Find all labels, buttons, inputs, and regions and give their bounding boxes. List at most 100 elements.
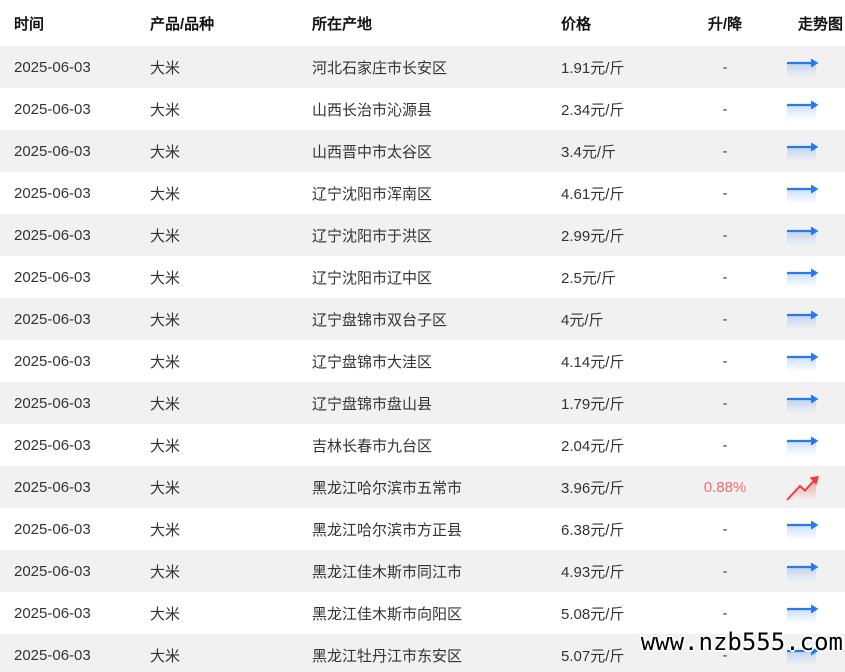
cell-change: - [722,58,728,76]
cell-price: 2.99元/斤 [561,227,625,245]
cell-price: 3.4元/斤 [561,143,617,161]
trend-flat-arrow-icon [786,184,818,204]
cell-origin: 黑龙江佳木斯市同江市 [312,563,463,581]
col-header-origin: 所在产地 [312,15,373,33]
trend-chart-link[interactable] [786,181,820,205]
table-row: 2025-06-03 大米 黑龙江哈尔滨市方正县 6.38元/斤 - [0,508,845,550]
cell-price: 4.93元/斤 [561,563,625,581]
cell-change: - [722,352,728,370]
trend-chart-link[interactable] [786,601,820,625]
cell-change: - [722,604,728,622]
cell-change: - [722,394,728,412]
cell-price: 2.5元/斤 [561,269,617,287]
cell-product: 大米 [150,605,181,623]
table-row: 2025-06-03 大米 黑龙江哈尔滨市五常市 3.96元/斤 0.88% [0,466,845,508]
cell-trend [760,517,845,541]
cell-time: 2025-06-03 [14,562,91,580]
col-header-price: 价格 [561,15,592,33]
cell-trend [760,265,845,289]
trend-chart-link[interactable] [786,391,820,415]
cell-trend [760,349,845,373]
trend-flat-arrow-icon [786,100,818,120]
cell-change: 0.88% [703,478,747,496]
cell-product: 大米 [150,479,181,497]
trend-chart-link[interactable] [786,139,820,163]
cell-price: 2.34元/斤 [561,101,625,119]
table-row: 2025-06-03 大米 河北石家庄市长安区 1.91元/斤 - [0,46,845,88]
col-header-trend: 走势图 [797,15,843,33]
cell-origin: 辽宁沈阳市于洪区 [312,227,433,245]
table-row: 2025-06-03 大米 吉林长春市九台区 2.04元/斤 - [0,424,845,466]
cell-change: - [722,562,728,580]
cell-time: 2025-06-03 [14,142,91,160]
trend-chart-link[interactable] [786,55,820,79]
cell-time: 2025-06-03 [14,184,91,202]
trend-flat-arrow-icon [786,352,818,372]
trend-chart-link[interactable] [786,223,820,247]
cell-origin: 河北石家庄市长安区 [312,59,448,77]
trend-chart-link[interactable] [786,97,820,121]
trend-flat-arrow-icon [786,58,818,78]
cell-price: 3.96元/斤 [561,479,625,497]
cell-product: 大米 [150,437,181,455]
cell-trend [760,559,845,583]
cell-time: 2025-06-03 [14,268,91,286]
cell-trend [760,391,845,415]
table-row: 2025-06-03 大米 山西晋中市太谷区 3.4元/斤 - [0,130,845,172]
cell-time: 2025-06-03 [14,100,91,118]
trend-chart-link[interactable] [786,349,820,373]
trend-flat-arrow-icon [786,562,818,582]
cell-origin: 辽宁盘锦市双台子区 [312,311,448,329]
cell-price: 1.79元/斤 [561,395,625,413]
table-row: 2025-06-03 大米 辽宁沈阳市于洪区 2.99元/斤 - [0,214,845,256]
cell-trend [760,307,845,331]
cell-price: 4元/斤 [561,311,604,329]
trend-chart-link[interactable] [786,307,820,331]
trend-chart-link[interactable] [785,474,820,501]
cell-change: - [722,100,728,118]
trend-flat-arrow-icon [786,436,818,456]
cell-price: 2.04元/斤 [561,437,625,455]
cell-trend [760,474,845,501]
cell-change: - [722,226,728,244]
trend-chart-link[interactable] [786,433,820,457]
trend-flat-arrow-icon [786,142,818,162]
cell-origin: 辽宁盘锦市盘山县 [312,395,433,413]
trend-flat-arrow-icon [786,394,818,414]
cell-product: 大米 [150,143,181,161]
cell-price: 4.61元/斤 [561,185,625,203]
cell-product: 大米 [150,311,181,329]
trend-chart-link[interactable] [786,643,820,667]
cell-trend [760,55,845,79]
table-row: 2025-06-03 大米 辽宁盘锦市盘山县 1.79元/斤 - [0,382,845,424]
table-row: 2025-06-03 大米 黑龙江牡丹江市东安区 5.07元/斤 - [0,634,845,672]
cell-trend [760,433,845,457]
trend-flat-arrow-icon [786,268,818,288]
table-row: 2025-06-03 大米 辽宁沈阳市浑南区 4.61元/斤 - [0,172,845,214]
cell-time: 2025-06-03 [14,226,91,244]
trend-chart-link[interactable] [786,559,820,583]
table-body: 2025-06-03 大米 河北石家庄市长安区 1.91元/斤 - 2025-0… [0,46,845,672]
trend-chart-link[interactable] [786,265,820,289]
cell-product: 大米 [150,395,181,413]
cell-time: 2025-06-03 [14,520,91,538]
cell-price: 5.08元/斤 [561,605,625,623]
trend-chart-link[interactable] [786,517,820,541]
cell-origin: 辽宁盘锦市大洼区 [312,353,433,371]
cell-change: - [722,142,728,160]
cell-price: 5.07元/斤 [561,647,625,665]
cell-change: - [722,184,728,202]
cell-time: 2025-06-03 [14,604,91,622]
cell-origin: 黑龙江哈尔滨市方正县 [312,521,463,539]
cell-trend [760,601,845,625]
cell-price: 1.91元/斤 [561,59,625,77]
trend-up-arrow-icon [785,475,819,501]
cell-origin: 山西长治市沁源县 [312,101,433,119]
table-row: 2025-06-03 大米 辽宁盘锦市双台子区 4元/斤 - [0,298,845,340]
table-row: 2025-06-03 大米 黑龙江佳木斯市向阳区 5.08元/斤 - [0,592,845,634]
cell-product: 大米 [150,59,181,77]
cell-product: 大米 [150,269,181,287]
cell-change: - [722,646,728,664]
cell-time: 2025-06-03 [14,646,91,664]
col-header-change: 升/降 [707,15,743,33]
